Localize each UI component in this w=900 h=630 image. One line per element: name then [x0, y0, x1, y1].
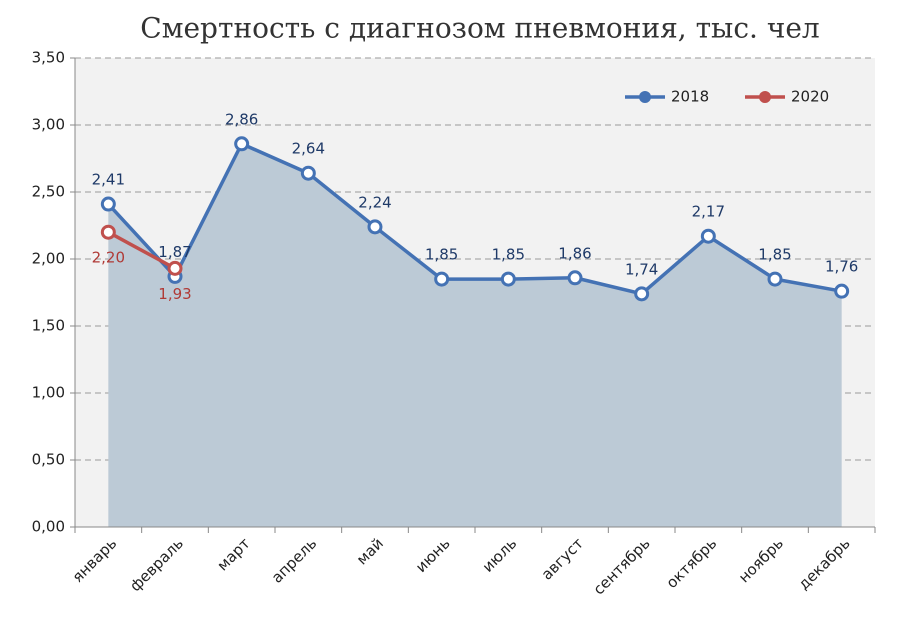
- x-tick-label: октябрь: [663, 534, 721, 592]
- point: [300, 165, 316, 181]
- point: [834, 283, 850, 299]
- point: [700, 228, 716, 244]
- value-label: 2,24: [358, 193, 391, 211]
- point: [167, 260, 183, 276]
- y-tick-label: 0,00: [32, 518, 65, 536]
- value-label: 1,85: [758, 246, 791, 264]
- value-label: 1,85: [492, 246, 525, 264]
- point: [767, 271, 783, 287]
- x-tick-label: февраль: [126, 534, 187, 595]
- value-label: 1,87: [158, 243, 191, 261]
- y-tick-label: 0,50: [32, 451, 65, 469]
- value-label: 1,74: [625, 260, 658, 278]
- legend-label: 2018: [671, 88, 709, 106]
- series-line: [107, 142, 842, 296]
- value-label: 1,86: [558, 244, 591, 262]
- point: [500, 271, 516, 287]
- value-label: 2,17: [692, 203, 725, 221]
- legend-marker: [759, 91, 771, 103]
- point: [234, 136, 250, 152]
- point: [567, 270, 583, 286]
- value-label: 1,76: [825, 258, 858, 276]
- x-tick-label: июль: [479, 534, 521, 576]
- x-tick-label: декабрь: [795, 534, 854, 593]
- point: [100, 224, 116, 240]
- point: [434, 271, 450, 287]
- x-tick-label: март: [214, 534, 254, 574]
- legend-label: 2020: [791, 88, 829, 106]
- series-line: [107, 230, 176, 270]
- x-tick-label: май: [353, 534, 387, 568]
- point: [100, 196, 116, 212]
- area: [108, 143, 842, 527]
- y-tick-label: 2,00: [32, 250, 65, 268]
- value-label: 2,41: [92, 171, 125, 189]
- value-label: 2,64: [292, 140, 325, 158]
- x-tick-label: ноябрь: [735, 534, 787, 586]
- value-label: 1,85: [425, 246, 458, 264]
- legend-marker: [639, 91, 651, 103]
- x-tick-label: январь: [69, 534, 121, 586]
- value-label: 2,20: [92, 249, 125, 267]
- x-tick-label: июнь: [412, 534, 454, 576]
- y-tick-label: 1,00: [32, 384, 65, 402]
- value-label: 1,93: [158, 285, 191, 303]
- point: [634, 286, 650, 302]
- chart-title: Смертность с диагнозом пневмония, тыс. ч…: [140, 12, 819, 45]
- y-tick-label: 3,50: [32, 49, 65, 67]
- x-tick-label: август: [538, 534, 588, 584]
- x-tick-label: апрель: [268, 534, 320, 586]
- value-label: 2,86: [225, 110, 258, 128]
- point: [367, 219, 383, 235]
- y-tick-label: 1,50: [32, 317, 65, 335]
- y-tick-label: 2,50: [32, 183, 65, 201]
- x-tick-label: сентябрь: [590, 534, 654, 598]
- y-tick-label: 3,00: [32, 116, 65, 134]
